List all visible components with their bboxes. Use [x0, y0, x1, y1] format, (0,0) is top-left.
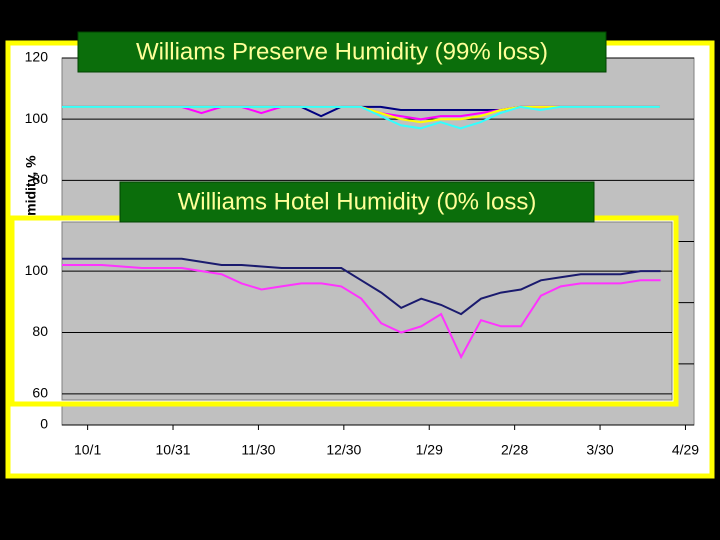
x-tick-label: 2/28: [501, 442, 528, 458]
series-line: [62, 264, 661, 360]
series-line: [62, 257, 661, 316]
y-tick-label: 0: [40, 416, 48, 432]
plot-area: [61, 221, 673, 401]
y-tick-label: 60: [32, 385, 48, 401]
chart-title: Williams Preserve Humidity (99% loss): [136, 38, 548, 65]
title-box: [119, 181, 595, 223]
series-line: [62, 105, 660, 130]
y-tick-label: 120: [25, 49, 49, 65]
y-axis-label: Humidity, %: [23, 155, 39, 235]
y-tick-label: 100: [25, 262, 49, 278]
chart-title: Williams Hotel Humidity (0% loss): [178, 188, 537, 215]
y-tick-label: 80: [32, 171, 48, 187]
x-tick-label: 3/30: [586, 442, 613, 458]
x-tick-label: 11/30: [241, 442, 275, 458]
y-tick-label: 100: [25, 110, 49, 126]
x-tick-label: 10/31: [156, 442, 191, 458]
y-tick-label: 80: [32, 323, 48, 339]
x-tick-label: 4/29: [672, 442, 699, 458]
title-box: [77, 31, 607, 73]
x-tick-label: 1/29: [416, 442, 443, 458]
x-tick-label: 12/30: [326, 442, 361, 458]
x-tick-label: 10/1: [74, 442, 101, 458]
